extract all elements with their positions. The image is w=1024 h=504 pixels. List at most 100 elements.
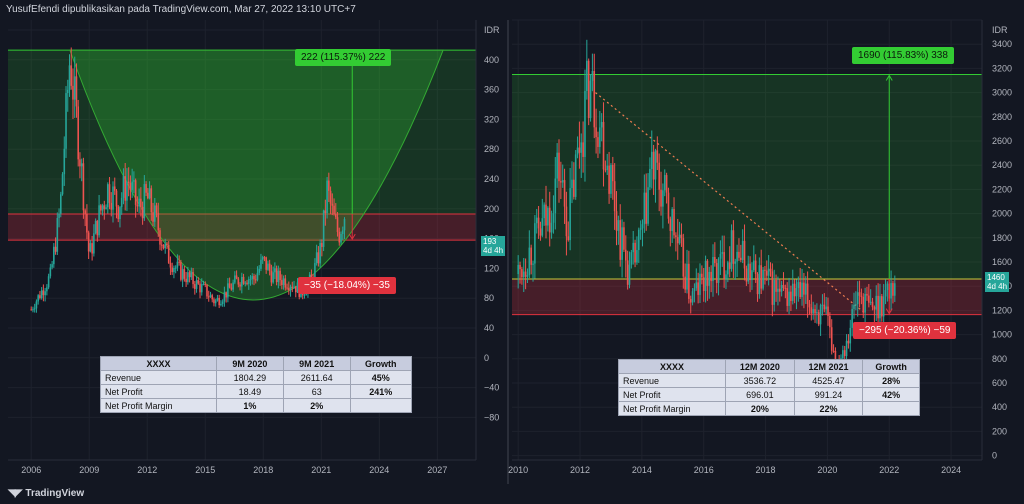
candle-body — [267, 263, 269, 270]
candle-body — [879, 296, 881, 319]
tradingview-logo-text: TradingView — [25, 488, 85, 499]
candle-body — [868, 295, 870, 303]
candle-body — [662, 190, 664, 207]
candle-body — [574, 154, 577, 197]
candle-body — [869, 301, 872, 303]
candle-body — [282, 278, 285, 285]
x-tick-label: 2010 — [508, 465, 528, 475]
candle-body — [117, 206, 120, 220]
candle-body — [847, 340, 850, 344]
x-tick-label: 2018 — [756, 465, 776, 475]
candle-body — [543, 204, 545, 219]
candle-body — [152, 212, 154, 222]
candle-body — [884, 290, 887, 297]
y-tick-label: 120 — [484, 263, 499, 273]
candle-body — [274, 268, 276, 273]
candle-body — [760, 265, 763, 289]
table-header-cell: 9M 2021 — [282, 356, 351, 371]
candle-body — [87, 232, 90, 252]
candle-body — [691, 291, 694, 303]
candle-body — [73, 76, 76, 100]
candle-body — [108, 184, 111, 203]
y-tick-label: 80 — [484, 293, 494, 303]
candle-body — [758, 265, 761, 295]
y-tick-label: 200 — [992, 426, 1007, 436]
table-row: Net Profit Margin 1% 2% — [99, 398, 413, 413]
candle-body — [619, 220, 622, 260]
candle-body — [164, 243, 167, 249]
candle-body — [188, 272, 191, 278]
candle-body — [612, 164, 614, 182]
candle-body — [856, 292, 859, 305]
candle-body — [582, 142, 584, 157]
candle-body — [256, 272, 259, 280]
candle-body — [693, 288, 696, 292]
measure-down-arrowhead-left — [348, 233, 356, 241]
tradingview-logo[interactable]: ◥◤ TradingView — [8, 488, 84, 499]
candle-body — [634, 242, 636, 263]
x-tick-label: 2018 — [253, 465, 273, 475]
candle-body — [680, 234, 683, 239]
candle-body — [810, 307, 813, 314]
table-cell: 696.01 — [725, 387, 795, 402]
candle-body — [834, 350, 837, 367]
table-cell: Revenue — [99, 370, 218, 385]
candle-body — [689, 298, 692, 303]
candle-body — [599, 127, 601, 147]
candle-body — [734, 261, 737, 264]
candle-body — [608, 165, 610, 194]
candle-body — [187, 272, 189, 283]
candle-body — [799, 282, 801, 298]
candle-body — [584, 90, 586, 157]
candle-body — [213, 299, 215, 304]
y-tick-label: −80 — [484, 412, 499, 422]
header-bar: YusufEfendi dipublikasikan pada TradingV… — [0, 0, 1024, 20]
candle-body — [192, 272, 194, 285]
candle-body — [333, 205, 335, 215]
candle-body — [131, 181, 133, 190]
candle-body — [59, 194, 62, 214]
y-tick-label: 2800 — [992, 112, 1012, 122]
candle-body — [528, 247, 531, 276]
candle-body — [704, 260, 707, 291]
candle-body — [894, 283, 896, 296]
candle-body — [706, 260, 709, 286]
candle-body — [288, 288, 290, 291]
candle-body — [827, 306, 829, 316]
candle-body — [39, 295, 41, 298]
table-cell: 45% — [349, 370, 413, 385]
candle-body — [808, 304, 811, 308]
y-tick-label: 2600 — [992, 136, 1012, 146]
candle-body — [725, 274, 727, 280]
candle-body — [812, 309, 814, 314]
candle-body — [849, 327, 852, 344]
candle-body — [145, 184, 147, 193]
candle-body — [717, 258, 720, 283]
candle-body — [615, 211, 618, 231]
candle-body — [721, 252, 724, 254]
candle-body — [537, 217, 540, 229]
table-cell: 4525.47 — [793, 373, 864, 388]
table-header-cell: XXXX — [617, 359, 727, 374]
table-cell: 3536.72 — [725, 373, 795, 388]
candle-body — [821, 304, 824, 306]
candle-body — [94, 220, 97, 234]
y-tick-label: 600 — [992, 378, 1007, 388]
candle-body — [756, 274, 759, 295]
candle-body — [334, 214, 337, 218]
candle-body — [310, 274, 313, 277]
candle-body — [658, 162, 660, 190]
candle-body — [180, 262, 182, 280]
candle-body — [96, 220, 99, 236]
candle-body — [656, 150, 659, 163]
candle-body — [676, 237, 679, 244]
candle-body — [851, 308, 853, 328]
candle-body — [115, 190, 118, 207]
candle-body — [517, 264, 519, 275]
y-tick-label: 800 — [992, 354, 1007, 364]
candle-body — [819, 305, 822, 325]
y-tick-label: 280 — [484, 144, 499, 154]
candle-body — [30, 309, 33, 311]
x-tick-label: 2012 — [137, 465, 157, 475]
